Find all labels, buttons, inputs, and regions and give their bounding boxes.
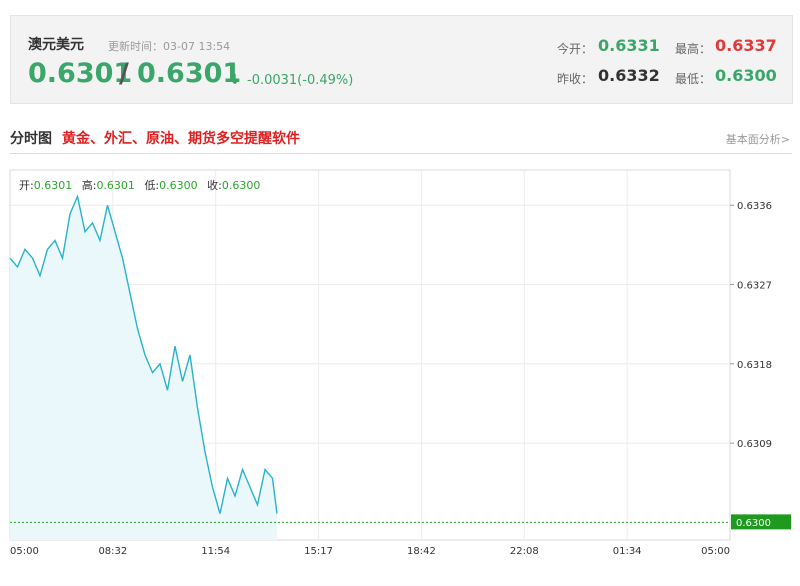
open-value: 0.6331 — [598, 36, 660, 55]
x-tick-label: 15:17 — [304, 546, 333, 557]
x-tick-label: 08:32 — [98, 546, 127, 557]
ohlc-open: 0.6301 — [33, 179, 73, 192]
section-divider — [10, 153, 792, 154]
last-price-tag — [731, 514, 791, 530]
prev-close-label: 昨收： — [557, 72, 594, 86]
low-label: 最低： — [675, 72, 712, 86]
x-tick-label: 22:08 — [510, 546, 539, 557]
update-time: 更新时间：03-07 13:54 — [108, 40, 231, 53]
quote-panel: 澳元美元 更新时间：03-07 13:54 0.6301 / 0.6301 ↓ … — [10, 15, 793, 104]
x-tick-label: 11:54 — [201, 546, 230, 557]
ohlc-high-label: 高: — [81, 179, 97, 192]
prev-close-value: 0.6332 — [598, 66, 660, 85]
high-label: 最高： — [675, 42, 712, 56]
open-label: 今开： — [557, 42, 594, 56]
down-arrow-icon: ↓ — [229, 72, 241, 88]
ohlc-low-label: 低: — [144, 179, 160, 192]
bid-price: 0.6301 — [28, 58, 133, 89]
ohlc-close: 0.6300 — [221, 179, 261, 192]
ohlc-high: 0.6301 — [96, 179, 135, 192]
last-price-tag-label: 0.6300 — [736, 518, 771, 529]
y-tick-label: 0.6327 — [737, 281, 772, 292]
price-area-fill — [10, 196, 277, 540]
x-tick-label: 05:00 — [10, 546, 39, 557]
low-value: 0.6300 — [715, 66, 777, 85]
y-tick-label: 0.6336 — [737, 201, 772, 212]
price-line — [9, 194, 278, 514]
y-tick-label: 0.6318 — [737, 360, 772, 371]
ohlc-low: 0.6300 — [159, 179, 198, 192]
price-change: -0.0031(-0.49%) — [247, 73, 354, 88]
x-tick-label: 01:34 — [613, 546, 642, 557]
y-tick-label: 0.6309 — [737, 439, 772, 450]
price-separator: / — [119, 58, 129, 89]
x-tick-label: 05:00 — [701, 546, 730, 557]
alert-software-link[interactable]: 黄金、外汇、原油、期货多空提醒软件 — [62, 131, 300, 147]
x-tick-label: 18:42 — [407, 546, 436, 557]
section-title: 分时图 — [10, 131, 52, 147]
ohlc-readout: 开:0.6301 高:0.6301 低:0.6300 收:0.6300 — [19, 177, 260, 193]
ohlc-close-label: 收: — [207, 179, 222, 192]
fundamental-analysis-link[interactable]: 基本面分析> — [725, 133, 790, 146]
high-value: 0.6337 — [715, 36, 777, 55]
y-axis: 0.6336 0.6327 0.6318 0.6309 — [730, 201, 772, 450]
ask-price: 0.6301 — [137, 58, 242, 89]
pair-name: 澳元美元 — [28, 37, 84, 53]
ohlc-open-label: 开: — [19, 179, 34, 192]
x-axis: 05:00 08:32 11:54 15:17 18:42 22:08 01:34 05:00 — [10, 546, 730, 557]
